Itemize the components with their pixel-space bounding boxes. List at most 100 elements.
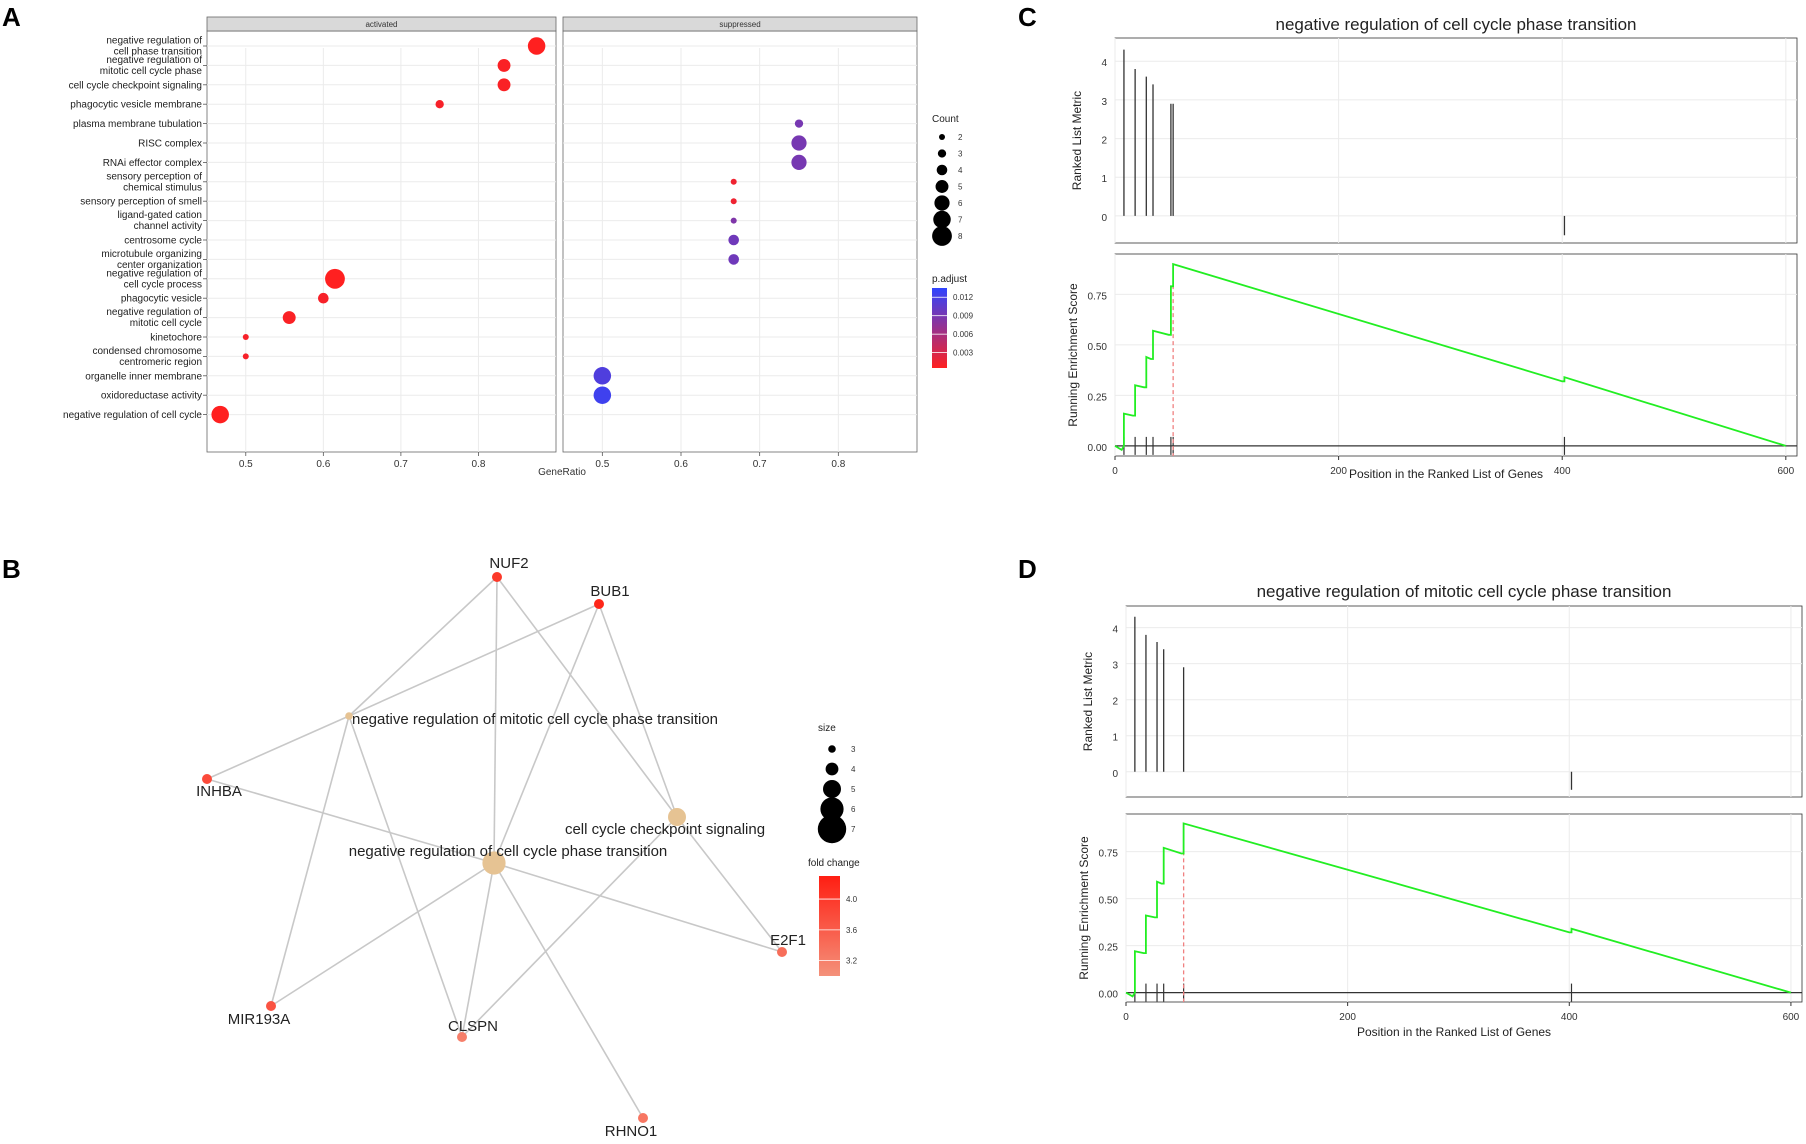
legend-count-title: Count [932, 114, 959, 125]
gene-label: CLSPN [448, 1018, 498, 1035]
term-label: kinetochore [150, 333, 202, 344]
legend-count-dot [935, 180, 949, 193]
term-label: microtubule organizing center organizatio… [101, 249, 202, 271]
term-label: negative regulation of mitotic cell cycle [106, 307, 202, 329]
legend-count-dot [936, 164, 948, 176]
term-label: plasma membrane tubulation [73, 119, 202, 130]
legend-count-label: 3 [958, 150, 963, 159]
x-tick-label: 0.6 [316, 459, 330, 470]
network-edge [270, 715, 350, 1007]
dot-point [242, 334, 249, 340]
y-axis-title-bottom: Running Enrichment Score [1066, 283, 1080, 427]
x-tick-label: 0.6 [674, 459, 688, 470]
dot-point [242, 353, 249, 360]
legend-size-label: 3 [851, 745, 856, 754]
legend-count-dot [932, 226, 952, 246]
gene-label: E2F1 [770, 932, 806, 949]
legend-count-dot [937, 149, 947, 158]
legend-fc-title: fold change [808, 858, 860, 869]
term-label: phagocytic vesicle [121, 294, 203, 305]
legend-size-title: size [818, 723, 836, 734]
dot-point [730, 178, 737, 185]
network-edge [676, 816, 783, 953]
x-tick-label: 600 [1777, 466, 1794, 477]
term-label: negative regulation of cell phase transit… [106, 36, 202, 58]
network-edge [348, 576, 498, 717]
legend-fc-label: 3.2 [846, 957, 858, 966]
legend-size-label: 4 [851, 765, 856, 774]
panel-b-network: NUF2 BUB1 INHBA E2F1 MIR193A CLSPN RHNO1 negati… [196, 555, 860, 1140]
dot-point [593, 367, 612, 385]
y-tick-label: 2 [1101, 136, 1107, 147]
metric-panel [1125, 605, 1803, 798]
legend-count-label: 5 [958, 183, 963, 192]
y-tick-label: 0.25 [1099, 943, 1119, 954]
term-label: RISC complex [138, 139, 202, 150]
dot-point [728, 234, 740, 246]
network-edge [461, 816, 678, 1038]
network-edge [348, 715, 463, 1038]
term-label: cell cycle checkpoint signaling [565, 821, 765, 838]
y-tick-label: 0 [1101, 213, 1107, 224]
enrichment-score-line [1125, 822, 1792, 998]
y-tick-label: 3 [1101, 97, 1107, 108]
gsea-title: negative regulation of cell cycle phase … [1276, 15, 1637, 34]
facet-strip-activated [206, 16, 557, 32]
term-node [668, 808, 686, 826]
gene-label: BUB1 [590, 583, 629, 600]
dot-point [730, 217, 737, 224]
legend-size-dot [825, 762, 839, 776]
legend-padjust-colorbar [932, 288, 947, 368]
y-tick-label: 4 [1112, 625, 1118, 636]
x-tick-label: 400 [1554, 466, 1571, 477]
gene-node [457, 1032, 467, 1042]
dot-point [211, 405, 229, 424]
dot-point [325, 268, 345, 289]
panel-label-b: B [2, 554, 21, 584]
x-tick-label: 0.7 [753, 459, 767, 470]
term-node [345, 712, 353, 720]
x-tick-label: 0.8 [831, 459, 845, 470]
term-label: oxidoreductase activity [101, 391, 202, 402]
panel-a-dotplot: activated 0.5 0.6 0.7 0.8 suppressed 0.5 0.6 0.7… [63, 16, 974, 478]
x-tick-label: 0.5 [595, 459, 609, 470]
term-label: negative regulation of cell cycle phase … [349, 843, 668, 860]
y-tick-label: 0 [1112, 769, 1118, 780]
es-panel [1114, 253, 1798, 457]
network-edge [206, 715, 350, 780]
term-label: negative regulation of cell cycle [63, 410, 202, 421]
term-label: RNAi effector complex [103, 158, 202, 169]
gene-label: RHNO1 [605, 1123, 658, 1140]
legend-count-dot [933, 210, 951, 229]
legend-count-label: 2 [958, 133, 963, 142]
y-tick-label: 0.00 [1099, 990, 1119, 1001]
legend-padjust-label: 0.006 [953, 330, 974, 339]
term-label: cell cycle checkpoint signaling [69, 80, 202, 91]
dot-point [497, 58, 511, 72]
legend-count-label: 8 [958, 232, 963, 241]
gene-label: NUF2 [489, 555, 528, 572]
facet-strip-suppressed [562, 16, 918, 32]
panel-d-gsea: negative regulation of mitotic cell cycl… [1077, 582, 1803, 1039]
dot-point [791, 135, 807, 151]
x-tick-label: 0.5 [239, 459, 253, 470]
gsea-title: negative regulation of mitotic cell cycl… [1257, 582, 1672, 601]
term-label: phagocytic vesicle membrane [70, 100, 202, 111]
y-tick-label: 0.25 [1088, 392, 1108, 403]
legend-padjust-label: 0.012 [953, 293, 974, 302]
network-edge [493, 862, 783, 953]
term-node [482, 851, 506, 875]
y-tick-label: 4 [1101, 58, 1107, 69]
term-label: negative regulation of mitotic cell cycl… [352, 711, 718, 728]
dot-point [497, 78, 511, 92]
x-tick-label: 600 [1783, 1012, 1800, 1023]
legend-padjust-label: 0.009 [953, 312, 974, 321]
network-edge [461, 862, 495, 1038]
x-tick-label: 0.8 [471, 459, 485, 470]
term-label: condensed chromosome centromeric region [92, 346, 202, 368]
gene-node [492, 572, 502, 582]
panel-label-a: A [2, 2, 21, 32]
dot-point [728, 254, 740, 265]
x-tick-label: 0 [1123, 1012, 1129, 1023]
y-tick-label: 0.50 [1099, 896, 1119, 907]
